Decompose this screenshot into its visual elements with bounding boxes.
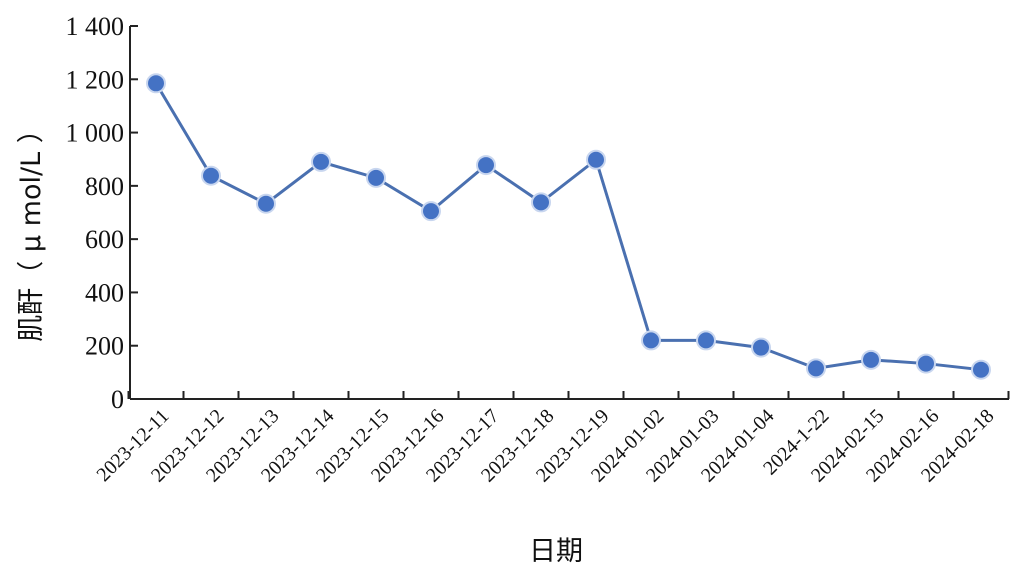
data-point	[586, 149, 606, 170]
y-axis-title: 肌酐（ μ mol/L ）	[16, 116, 47, 341]
y-tick-label: 1 200	[66, 65, 125, 94]
data-point	[531, 192, 551, 213]
y-tick-label: 200	[85, 332, 124, 361]
series-layer	[146, 73, 991, 380]
y-tick-label: 400	[85, 278, 124, 307]
data-point	[861, 349, 881, 370]
data-point	[641, 330, 661, 351]
y-tick-label: 800	[85, 172, 124, 201]
data-point	[311, 151, 331, 172]
data-point	[696, 330, 716, 351]
data-point	[751, 337, 771, 358]
y-tick-label: 1 400	[66, 12, 125, 41]
data-point	[971, 359, 991, 380]
y-tick-label: 600	[85, 225, 124, 254]
x-axis: 2023-12-112023-12-122023-12-132023-12-14…	[93, 391, 1010, 487]
data-point	[146, 73, 166, 94]
data-point	[366, 167, 386, 188]
x-axis-title: 日期	[529, 536, 583, 567]
data-point	[806, 358, 826, 379]
data-point	[256, 193, 276, 214]
data-point	[476, 155, 496, 176]
data-point	[201, 165, 221, 186]
series-line	[154, 82, 982, 372]
y-tick-label: 0	[111, 385, 124, 414]
data-point	[916, 353, 936, 374]
y-tick-label: 1 000	[66, 119, 125, 148]
y-axis: 0 200 400 600 800 1 000 1 200 1 400	[66, 12, 138, 414]
data-point	[421, 201, 441, 222]
